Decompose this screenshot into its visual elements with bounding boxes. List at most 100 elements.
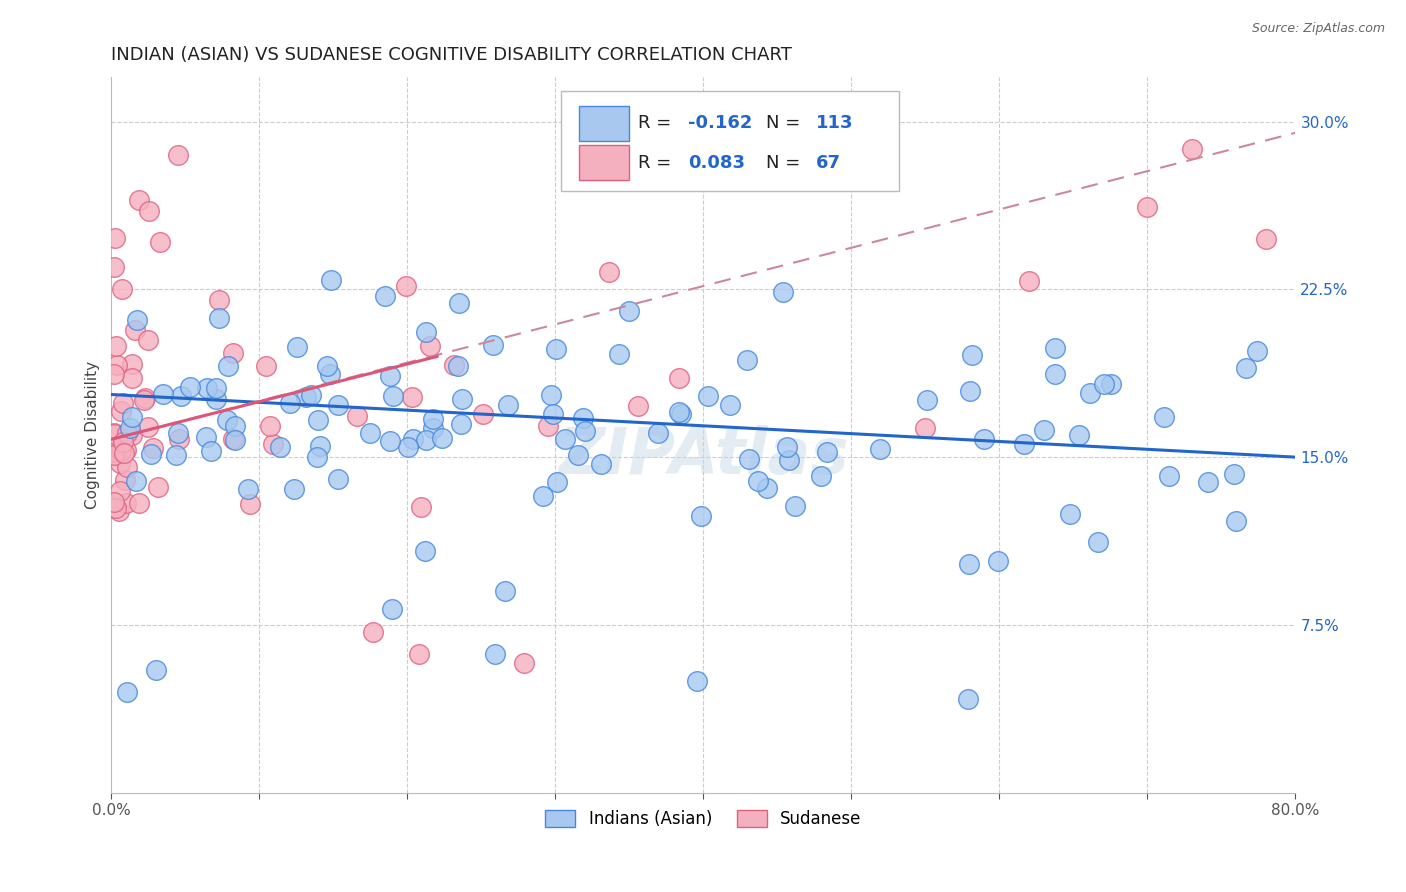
Point: [396, 440, 419, 454]
Point: [413, 544, 436, 558]
Point: [546, 475, 568, 490]
Point: [128, 496, 150, 510]
Point: [239, 497, 262, 511]
Point: [443, 358, 465, 372]
Point: [419, 339, 441, 353]
Point: [103, 367, 125, 381]
Point: [125, 474, 148, 488]
Point: [309, 439, 332, 453]
Point: [415, 325, 437, 339]
Point: [408, 647, 430, 661]
FancyBboxPatch shape: [579, 106, 628, 141]
Point: [686, 673, 709, 688]
Point: [295, 390, 318, 404]
Point: [259, 419, 281, 434]
Point: [1157, 468, 1180, 483]
Point: [1092, 376, 1115, 391]
Point: [574, 424, 596, 438]
Point: [111, 434, 134, 449]
Text: -0.162: -0.162: [688, 114, 752, 132]
Point: [114, 473, 136, 487]
Point: [136, 333, 159, 347]
Point: [959, 384, 981, 399]
Point: [222, 346, 245, 360]
Point: [432, 431, 454, 445]
Text: N =: N =: [766, 114, 806, 132]
Point: [747, 474, 769, 488]
Point: [112, 396, 135, 410]
Y-axis label: Cognitive Disability: Cognitive Disability: [86, 360, 100, 508]
Point: [111, 282, 134, 296]
Point: [104, 231, 127, 245]
Point: [484, 647, 506, 661]
Point: [647, 426, 669, 441]
Point: [541, 407, 564, 421]
Point: [626, 399, 648, 413]
Point: [110, 443, 132, 458]
Point: [138, 204, 160, 219]
Point: [115, 443, 138, 458]
Point: [1045, 367, 1067, 381]
Point: [121, 428, 143, 442]
Point: [217, 359, 239, 374]
Legend: Indians (Asian), Sudanese: Indians (Asian), Sudanese: [538, 803, 869, 834]
Text: N =: N =: [766, 153, 806, 172]
Point: [957, 557, 980, 571]
Point: [121, 358, 143, 372]
Point: [110, 404, 132, 418]
Point: [1033, 423, 1056, 437]
Point: [128, 193, 150, 207]
Point: [134, 392, 156, 406]
Point: [359, 425, 381, 440]
Point: [1234, 361, 1257, 376]
Point: [112, 445, 135, 459]
Point: [1043, 341, 1066, 355]
Point: [378, 434, 401, 449]
Point: [115, 496, 138, 510]
Point: [537, 419, 560, 434]
Point: [381, 602, 404, 616]
Text: 113: 113: [815, 114, 853, 132]
Point: [382, 389, 405, 403]
Point: [1136, 200, 1159, 214]
Point: [668, 405, 690, 419]
Text: Source: ZipAtlas.com: Source: ZipAtlas.com: [1251, 22, 1385, 36]
FancyBboxPatch shape: [561, 91, 898, 192]
Point: [785, 499, 807, 513]
Point: [598, 265, 620, 279]
Point: [269, 440, 291, 454]
Point: [207, 293, 229, 307]
Point: [957, 691, 980, 706]
Point: [299, 388, 322, 402]
Point: [915, 393, 938, 408]
Point: [117, 459, 139, 474]
Point: [305, 450, 328, 465]
Point: [1067, 428, 1090, 442]
Point: [224, 433, 246, 447]
Point: [755, 481, 778, 495]
Point: [815, 445, 838, 459]
Point: [169, 433, 191, 447]
Point: [108, 456, 131, 470]
Point: [167, 148, 190, 162]
Point: [554, 432, 576, 446]
Point: [914, 421, 936, 435]
Point: [105, 500, 128, 515]
Point: [402, 432, 425, 446]
Point: [346, 409, 368, 423]
Point: [326, 472, 349, 486]
Point: [669, 407, 692, 421]
Point: [236, 483, 259, 497]
Point: [361, 624, 384, 639]
Text: R =: R =: [638, 153, 678, 172]
Point: [1223, 467, 1246, 481]
Point: [221, 432, 243, 446]
Point: [103, 494, 125, 508]
Point: [283, 482, 305, 496]
Point: [103, 427, 125, 442]
Point: [481, 338, 503, 352]
Point: [690, 509, 713, 524]
Point: [869, 442, 891, 456]
FancyBboxPatch shape: [579, 145, 628, 180]
Point: [697, 389, 720, 403]
